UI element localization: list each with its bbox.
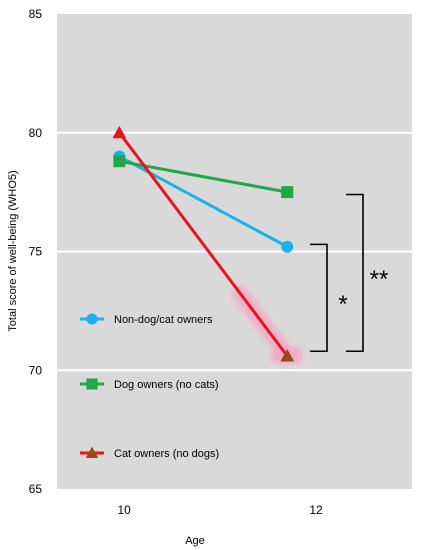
series-line-3 (118, 131, 289, 357)
x-axis-title: Age (185, 535, 205, 547)
bracket-1 (310, 243, 328, 353)
axis-ticks: 65 70 75 80 85 10 12 (29, 7, 323, 517)
series-3-point-1 (112, 125, 127, 139)
y-tick-label-70: 70 (29, 363, 43, 377)
y-tick-label-65: 65 (29, 482, 43, 496)
legend-marker-3 (85, 446, 99, 459)
series-3-point-2 (280, 349, 295, 362)
bracket-2 (346, 193, 364, 353)
series-2-point-1 (113, 155, 126, 168)
legend-label-1: Non-dog/cat owners (114, 314, 213, 326)
legend-marker-2 (86, 378, 98, 390)
x-tick-label-12: 12 (309, 503, 323, 517)
series-1-point-2 (281, 240, 294, 253)
series-2-point-2 (281, 186, 294, 199)
legend-marker-1 (86, 313, 98, 325)
y-tick-label-80: 80 (29, 126, 43, 140)
significance-label-1: * (338, 291, 347, 318)
y-axis-title: Total score of well-being (WHO5) (7, 170, 19, 331)
significance-brackets: *** (310, 193, 389, 353)
legend: Non-dog/cat owners Dog owners (no cats) Ca… (80, 313, 219, 460)
significance-label-2: ** (370, 266, 389, 293)
series-line-2 (119, 159, 288, 194)
y-tick-label-85: 85 (29, 7, 43, 21)
legend-label-3: Cat owners (no dogs) (114, 448, 219, 460)
series-lines (112, 125, 295, 362)
legend-label-2: Dog owners (no cats) (114, 379, 219, 391)
x-tick-label-10: 10 (117, 503, 131, 517)
y-tick-label-75: 75 (29, 245, 43, 259)
